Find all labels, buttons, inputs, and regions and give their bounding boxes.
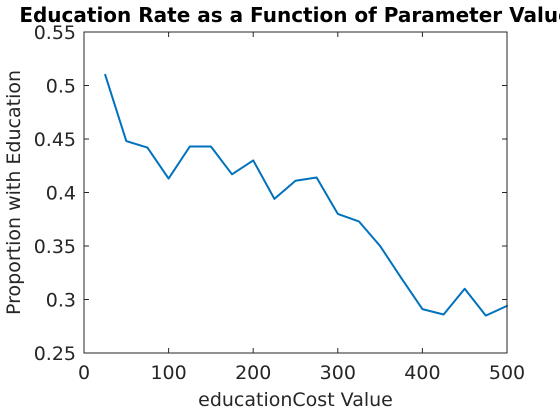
y-tick-label: 0.35 xyxy=(34,236,76,258)
chart-title: Education Rate as a Function of Paramete… xyxy=(19,3,560,27)
series-line xyxy=(104,73,508,317)
y-tick-label: 0.4 xyxy=(46,183,76,205)
x-tick-label: 0 xyxy=(78,362,90,384)
axes-box xyxy=(83,31,508,354)
x-tick-label: 200 xyxy=(235,362,271,384)
y-tick-label: 0.3 xyxy=(46,290,76,312)
x-tick-label: 500 xyxy=(489,362,525,384)
y-axis-label: Proportion with Education xyxy=(3,70,25,315)
x-tick-label: 100 xyxy=(150,362,186,384)
x-axis-label: educationCost Value xyxy=(198,389,393,411)
y-tick-label: 0.45 xyxy=(34,129,76,151)
y-tick-label: 0.25 xyxy=(34,343,76,365)
ticks-layer: 0 100 200 300 400 500 0.25 0.3 0.35 0.4 0.45 0.5 0.5… xyxy=(34,22,525,384)
y-tick-label: 0.5 xyxy=(46,76,76,98)
x-tick-label: 300 xyxy=(320,362,356,384)
x-tick-label: 400 xyxy=(404,362,440,384)
plot-area xyxy=(84,32,507,353)
y-tick-label: 0.55 xyxy=(34,22,76,44)
